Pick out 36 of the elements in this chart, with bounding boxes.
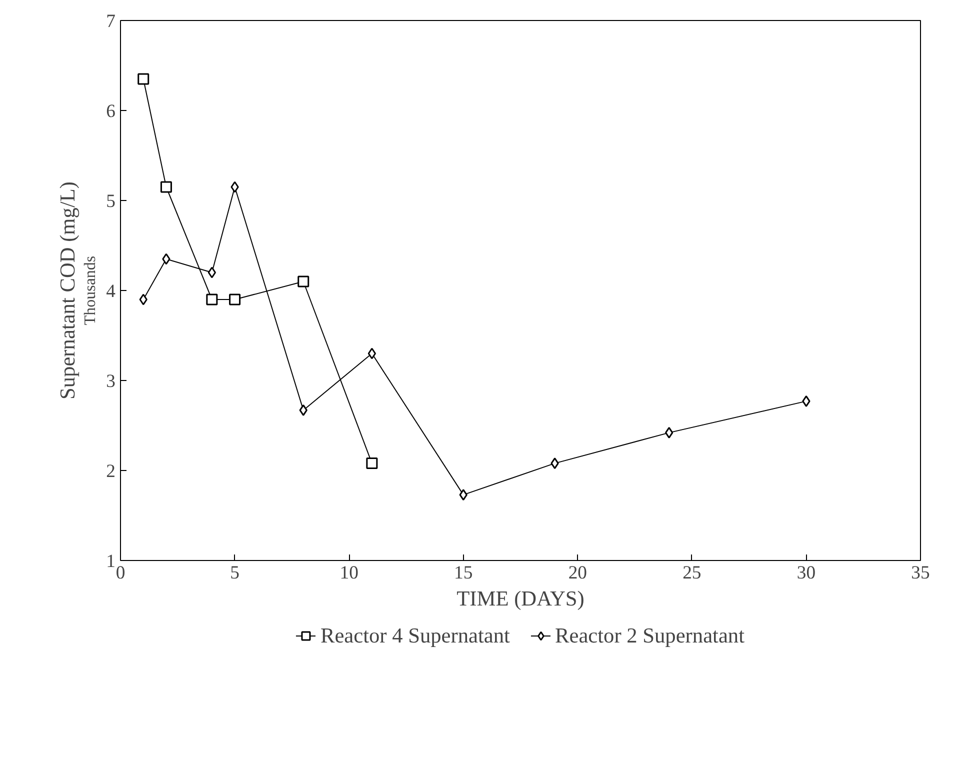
y-tick-label: 6 — [106, 101, 116, 122]
point — [229, 294, 241, 306]
point — [208, 266, 216, 278]
x-tick-label: 35 — [911, 562, 930, 584]
point — [550, 458, 559, 470]
x-tick-label: 15 — [454, 562, 473, 584]
point — [299, 404, 308, 416]
point — [206, 294, 218, 306]
x-tick-label: 10 — [340, 562, 358, 584]
point — [802, 395, 810, 407]
y-tick-label: 7 — [106, 11, 116, 32]
point — [138, 73, 150, 85]
point — [368, 348, 376, 360]
x-tick-label: 30 — [796, 562, 816, 584]
x-tick-label: 25 — [682, 562, 702, 584]
point — [162, 253, 170, 265]
point — [160, 181, 172, 193]
point — [366, 458, 378, 470]
point — [664, 426, 674, 438]
y-tick-label: 4 — [106, 281, 116, 302]
x-tick-label: 20 — [568, 562, 587, 584]
point — [230, 181, 239, 193]
legend-label: Reactor 2 Supernatant — [555, 623, 745, 648]
legend-label: Reactor 4 Supernatant — [320, 623, 510, 648]
y-tick-label: 1 — [106, 551, 116, 572]
y-axis-title: Supernatant COD (mg/L) — [56, 182, 80, 400]
point — [298, 276, 310, 288]
point — [139, 294, 148, 306]
y-tick-label: 5 — [106, 191, 116, 212]
x-axis-title: TIME (DAYS) — [456, 586, 584, 610]
x-tick-label: 5 — [230, 562, 240, 584]
point — [459, 489, 468, 501]
y-tick-label: 2 — [106, 461, 116, 482]
text: Thousands — [82, 256, 100, 326]
x-tick-label: 0 — [116, 562, 126, 584]
y-tick-label: 3 — [106, 371, 116, 392]
